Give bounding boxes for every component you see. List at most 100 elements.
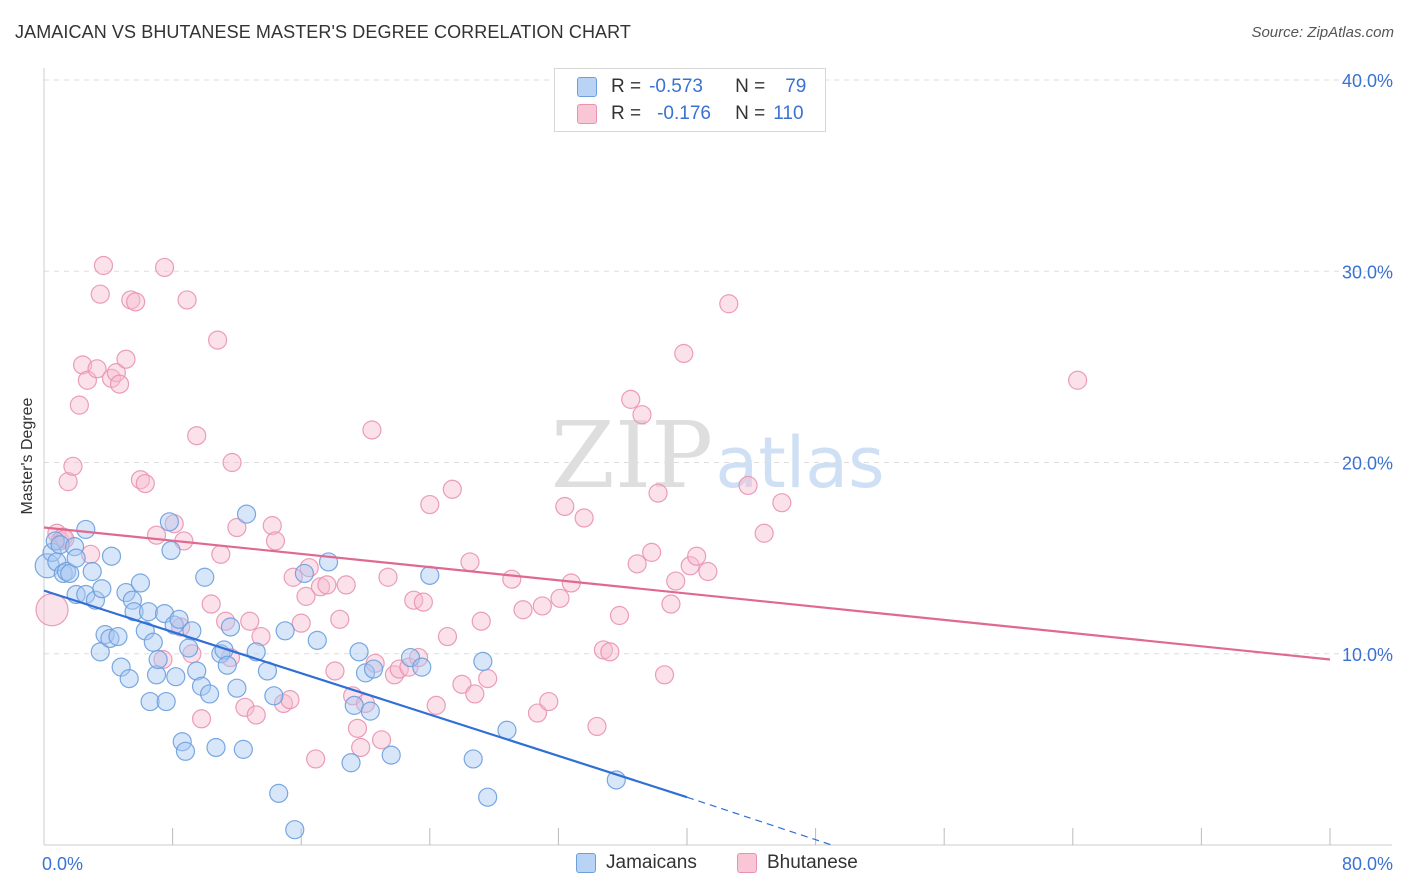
- bhutanese-point: [72, 355, 93, 375]
- jamaicans-legend-label: Jamaicans: [606, 852, 697, 873]
- jamaicans-point: [285, 820, 305, 840]
- bhutanese-point: [201, 594, 221, 614]
- bhutanese-n-value: 110: [773, 103, 804, 124]
- bhutanese-legend-swatch: [737, 853, 757, 873]
- bhutanese-point: [632, 405, 652, 425]
- bhutanese-point: [378, 567, 398, 587]
- bhutanese-point: [146, 525, 167, 545]
- y-tick-label-10: 10.0%: [1342, 645, 1393, 665]
- bhutanese-point: [93, 255, 114, 276]
- bhutanese-point: [460, 552, 480, 572]
- jamaicans-point: [344, 695, 364, 715]
- jamaicans-point: [269, 783, 289, 803]
- bhutanese-point: [296, 586, 316, 606]
- bhutanese-point: [351, 737, 371, 758]
- jamaicans-point: [264, 686, 284, 706]
- jamaicans-point: [233, 739, 253, 759]
- jamaicans-point: [169, 609, 189, 629]
- bhutanese-point: [426, 695, 446, 715]
- stats-legend: R = -0.573 N = 79 R = -0.176 N = 110: [554, 68, 826, 132]
- bhutanese-point: [600, 642, 620, 662]
- bhutanese-point: [772, 493, 792, 513]
- bhutanese-point: [627, 554, 647, 574]
- legend-row-jamaicans: R = -0.573 N = 79: [577, 75, 806, 99]
- bhutanese-point: [609, 605, 630, 626]
- watermark-atlas: atlas: [715, 422, 884, 504]
- jamaicans-point: [349, 642, 369, 662]
- bhutanese-point: [63, 456, 83, 476]
- jamaicans-point: [187, 661, 207, 681]
- jamaicans-r-value: -0.573: [649, 76, 703, 97]
- jamaicans-point: [119, 669, 139, 689]
- jamaicans-point: [363, 659, 384, 679]
- bhutanese-point: [413, 592, 433, 612]
- legend-item-bhutanese[interactable]: Bhutanese: [737, 852, 858, 874]
- bhutanese-point: [306, 749, 326, 769]
- bhutanese-point: [265, 531, 286, 551]
- trend-lines: [43, 526, 1331, 846]
- jamaican-points: [34, 504, 626, 840]
- bhutanese-point: [336, 575, 356, 595]
- x-tick-label-min: 0.0%: [42, 854, 83, 874]
- jamaicans-point: [148, 649, 168, 670]
- bhutanese-point: [513, 600, 533, 620]
- bhutanese-point: [621, 389, 641, 409]
- legend-item-jamaicans[interactable]: Jamaicans: [576, 852, 697, 874]
- jamaicans-point: [236, 504, 257, 524]
- jamaicans-point: [220, 617, 241, 637]
- bhutanese-point: [187, 426, 207, 446]
- jamaicans-point: [420, 565, 440, 585]
- jamaicans-point: [130, 573, 151, 593]
- jamaicans-point: [42, 542, 62, 562]
- bhutanese-point: [502, 569, 522, 589]
- bhutanese-point: [283, 567, 303, 587]
- axes-layer: [43, 68, 1392, 846]
- bhutanese-point: [280, 690, 300, 710]
- bhutanese-point: [442, 479, 462, 499]
- bhutanese-point: [235, 697, 255, 717]
- grid-layer: [44, 79, 1392, 655]
- tick-labels: 10.0% 20.0% 30.0% 40.0% 0.0% 80.0%: [42, 71, 1393, 874]
- bhutanese-point: [1068, 370, 1088, 390]
- bhutanese-point: [291, 613, 311, 633]
- jamaicans-point: [199, 684, 220, 704]
- jamaicans-point: [206, 737, 226, 758]
- bhutanese-point: [642, 542, 662, 562]
- bhutanese-trend-line: [43, 526, 1331, 661]
- bhutanese-point: [404, 590, 424, 610]
- bhutanese-point: [389, 659, 409, 679]
- bhutanese-point: [126, 292, 146, 312]
- bhutanese-point: [81, 544, 101, 564]
- bhutanese-point: [251, 626, 271, 647]
- bhutanese-point: [680, 556, 700, 576]
- bhutanese-point: [58, 472, 78, 492]
- jamaicans-point: [50, 535, 70, 555]
- bhutanese-point: [574, 508, 594, 528]
- bhutanese-point: [527, 703, 548, 723]
- jamaicans-swatch: [577, 77, 597, 97]
- watermark: ZIP atlas: [551, 402, 885, 509]
- jamaicans-point: [159, 512, 179, 532]
- jamaicans-point: [92, 579, 112, 599]
- jamaicans-point: [341, 753, 361, 773]
- jamaicans-point: [381, 745, 401, 765]
- jamaicans-point: [217, 655, 237, 675]
- bhutanese-r-value: -0.176: [657, 103, 711, 124]
- jamaicans-point: [76, 519, 96, 540]
- bhutanese-point: [262, 516, 282, 536]
- y-tick-label-30: 30.0%: [1342, 262, 1393, 282]
- bhutanese-point: [362, 420, 382, 440]
- jamaicans-point: [412, 657, 432, 677]
- legend-n-label: N =: [735, 76, 766, 97]
- series-legend: Jamaicans Bhutanese: [0, 852, 1406, 876]
- jamaicans-point: [138, 602, 159, 622]
- jamaicans-point: [156, 691, 176, 712]
- jamaicans-point: [101, 546, 122, 566]
- jamaicans-point: [463, 749, 483, 769]
- bhutanese-point: [90, 284, 110, 304]
- bhutanese-point: [208, 330, 228, 350]
- bhutanese-point: [211, 544, 231, 564]
- jamaicans-point: [100, 628, 120, 649]
- jamaicans-point: [56, 561, 77, 582]
